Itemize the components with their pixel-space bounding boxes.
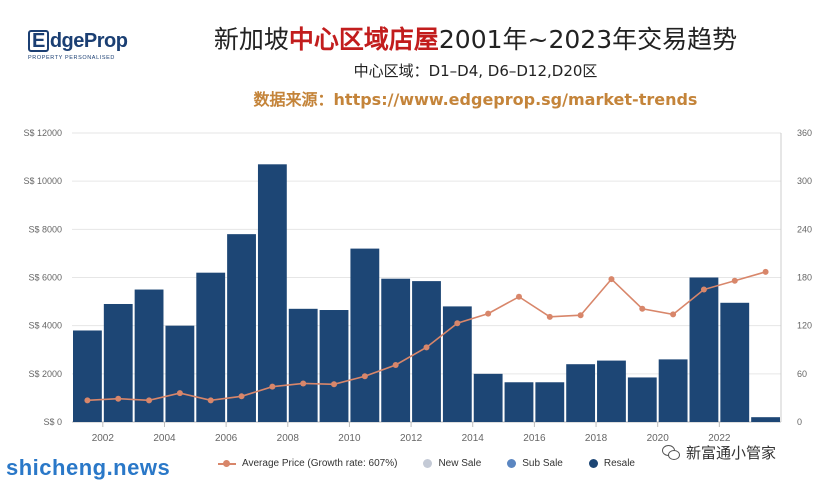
logo-text: dgeProp — [49, 30, 128, 52]
bar-resale-2011 — [381, 278, 411, 422]
bar-resale-2018 — [597, 360, 626, 422]
legend-average-price[interactable]: Average Price (Growth rate: 607%) — [218, 458, 397, 469]
wechat-icon — [662, 444, 680, 461]
bar-resale-2022 — [720, 302, 750, 422]
title-highlight: 中心区域店屋 — [288, 25, 439, 54]
bar-resale-2009 — [319, 310, 349, 422]
average-price-point-2021 — [700, 286, 707, 293]
average-price-point-2018 — [608, 276, 615, 283]
average-price-point-2006 — [238, 393, 245, 400]
legend-label-sub-sale: Sub Sale — [522, 458, 563, 469]
legend-resale[interactable]: Resale — [588, 458, 635, 469]
average-price-point-2012 — [423, 344, 430, 351]
average-price-point-2003 — [146, 397, 153, 404]
average-price-point-2005 — [207, 397, 214, 404]
page-subtitle: 中心区域：D1–D4, D6–D12,D20区 — [353, 62, 598, 80]
bar-resale-2017 — [566, 364, 596, 422]
average-price-point-2002 — [115, 395, 122, 402]
average-price-point-2015 — [515, 293, 522, 300]
y-right-tick-label: 120 — [797, 321, 812, 331]
average-price-point-2022 — [731, 277, 738, 284]
average-price-point-2017 — [577, 312, 584, 319]
average-price-point-2009 — [331, 381, 338, 388]
average-price-point-2001 — [84, 397, 91, 404]
dot-icon — [588, 459, 598, 468]
y-right-tick-label: 240 — [797, 224, 812, 234]
watermark-wechat: 新富通小管家 — [662, 442, 776, 463]
bar-resale-2014 — [473, 373, 503, 422]
x-tick-label: 2008 — [277, 433, 300, 444]
average-price-point-2011 — [392, 362, 399, 369]
y-right-tick-label: 360 — [797, 128, 812, 138]
y-right-tick-label: 0 — [797, 417, 802, 427]
y-left-tick-label: S$ 6000 — [28, 273, 62, 283]
y-left-tick-label: S$ 10000 — [23, 176, 62, 186]
title-part1: 新加坡 — [213, 25, 289, 54]
logo-tagline: PROPERTY PERSONALISED — [28, 55, 115, 61]
x-tick-label: 2012 — [400, 433, 423, 444]
bar-resale-2006 — [227, 234, 256, 422]
average-price-point-2013 — [454, 320, 461, 327]
bar-resale-2016 — [535, 382, 565, 422]
y-left-tick-label: S$ 0 — [43, 417, 62, 427]
bar-resale-2012 — [412, 281, 441, 422]
legend-label-new-sale: New Sale — [438, 458, 482, 469]
legend-label-average-price: Average Price (Growth rate: 607%) — [242, 458, 398, 469]
average-price-point-2020 — [670, 311, 677, 318]
y-left-tick-label: S$ 2000 — [28, 369, 62, 379]
x-tick-label: 2004 — [153, 433, 176, 444]
average-price-point-2010 — [361, 373, 368, 380]
y-right-tick-label: 300 — [797, 176, 812, 186]
page-title: 新加坡中心区域店屋2001年~2023年交易趋势 — [120, 20, 831, 56]
x-tick-label: 2006 — [215, 433, 238, 444]
y-right-tick-label: 60 — [797, 369, 807, 379]
logo-e-mark: E — [28, 30, 49, 52]
y-left-tick-label: S$ 4000 — [28, 321, 62, 331]
watermark-shicheng: shicheng.news — [6, 455, 171, 480]
x-tick-label: 2022 — [708, 433, 731, 444]
average-price-point-2014 — [485, 310, 492, 317]
legend-label-resale: Resale — [603, 458, 635, 469]
line-marker-icon — [218, 459, 236, 468]
bar-resale-2020 — [658, 359, 688, 422]
average-price-point-2004 — [176, 390, 183, 397]
average-price-point-2019 — [639, 305, 646, 312]
bar-resale-2007 — [257, 164, 287, 422]
average-price-point-2007 — [269, 383, 276, 390]
x-tick-label: 2002 — [92, 433, 115, 444]
y-right-tick-label: 180 — [797, 273, 812, 283]
average-price-point-2008 — [300, 380, 307, 387]
y-left-tick-label: S$ 12000 — [23, 128, 62, 138]
data-source: 数据来源：https://www.edgeprop.sg/market-tren… — [253, 90, 698, 109]
bar-resale-2002 — [103, 303, 133, 422]
x-tick-label: 2016 — [523, 433, 546, 444]
bar-resale-2005 — [196, 272, 226, 422]
chart-legend: Average Price (Growth rate: 607%) New Sa… — [218, 458, 635, 469]
title-part2: 2001年~2023年交易趋势 — [438, 25, 738, 54]
bar-resale-2023 — [751, 417, 780, 422]
bar-resale-2021 — [689, 277, 719, 422]
x-tick-label: 2020 — [647, 433, 670, 444]
bar-resale-2008 — [288, 308, 318, 422]
dot-icon — [423, 459, 433, 468]
bar-resale-2010 — [350, 248, 380, 422]
y-left-tick-label: S$ 8000 — [28, 224, 62, 234]
average-price-point-2016 — [546, 313, 553, 320]
x-tick-label: 2018 — [585, 433, 608, 444]
x-tick-label: 2010 — [338, 433, 361, 444]
bar-resale-2015 — [504, 382, 534, 422]
legend-sub-sale[interactable]: Sub Sale — [507, 458, 563, 469]
bar-resale-2004 — [165, 325, 195, 422]
watermark-wechat-label: 新富通小管家 — [686, 444, 777, 462]
legend-new-sale[interactable]: New Sale — [423, 458, 481, 469]
bar-resale-2001 — [73, 330, 102, 422]
average-price-point-2023 — [762, 268, 769, 275]
bar-resale-2019 — [627, 377, 657, 422]
x-tick-label: 2014 — [462, 433, 485, 444]
dot-icon — [507, 459, 517, 468]
